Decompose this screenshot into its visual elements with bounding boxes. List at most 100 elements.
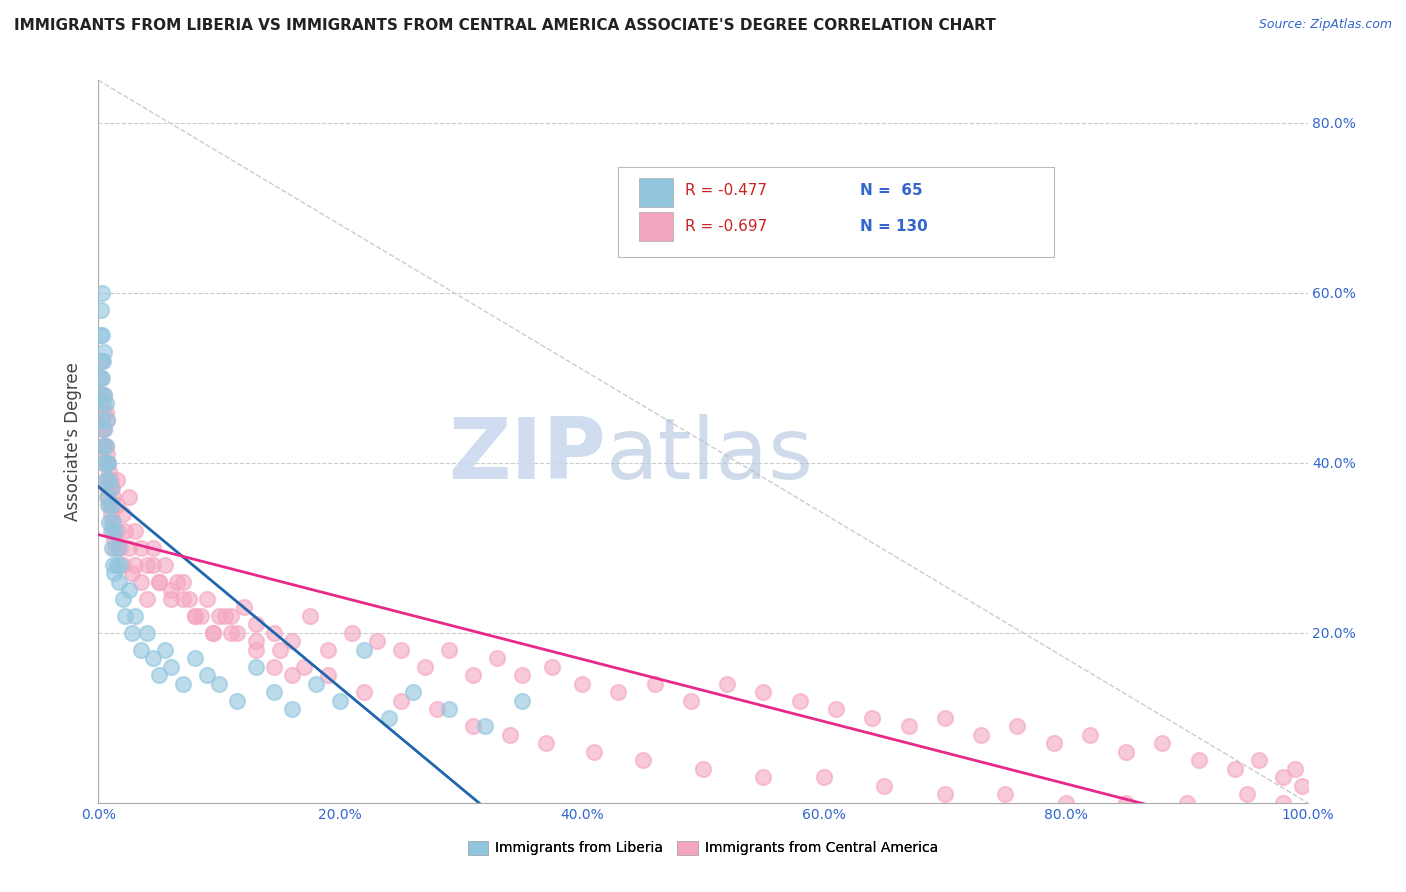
Point	[366, 634, 388, 648]
Point	[93, 345, 115, 359]
Point	[281, 668, 304, 682]
Point	[752, 770, 775, 784]
Point	[100, 516, 122, 530]
Point	[98, 473, 121, 487]
Point	[104, 541, 127, 555]
Point	[342, 625, 364, 640]
Point	[135, 625, 157, 640]
Point	[90, 353, 112, 368]
Point	[269, 642, 291, 657]
Point	[142, 651, 165, 665]
Point	[96, 413, 118, 427]
Point	[1236, 787, 1258, 801]
Point	[93, 456, 115, 470]
Point	[692, 762, 714, 776]
Point	[329, 694, 352, 708]
Text: ZIP: ZIP	[449, 415, 606, 498]
Point	[96, 413, 118, 427]
Point	[94, 473, 117, 487]
Point	[91, 388, 114, 402]
Point	[377, 711, 399, 725]
Point	[245, 617, 267, 632]
Point	[214, 608, 236, 623]
Point	[292, 660, 315, 674]
Point	[135, 591, 157, 606]
Point	[1152, 736, 1174, 750]
Point	[96, 447, 118, 461]
Point	[100, 481, 122, 495]
Point	[184, 608, 207, 623]
Legend: Immigrants from Liberia, Immigrants from Central America: Immigrants from Liberia, Immigrants from…	[463, 835, 943, 861]
Point	[103, 566, 125, 581]
Point	[98, 498, 121, 512]
Text: N = 130: N = 130	[860, 219, 928, 234]
Point	[245, 660, 267, 674]
Point	[166, 574, 188, 589]
Point	[111, 507, 134, 521]
Point	[1223, 762, 1246, 776]
Point	[631, 753, 654, 767]
Point	[221, 625, 243, 640]
Point	[101, 558, 124, 572]
Point	[96, 481, 118, 495]
Point	[160, 660, 183, 674]
Point	[91, 285, 114, 300]
Point	[142, 541, 165, 555]
Point	[90, 302, 112, 317]
Point	[105, 473, 128, 487]
Point	[94, 396, 117, 410]
Point	[100, 524, 122, 538]
Point	[98, 464, 121, 478]
Point	[1054, 796, 1077, 810]
Point	[91, 405, 114, 419]
Point	[184, 651, 207, 665]
Point	[474, 719, 496, 733]
Point	[153, 642, 176, 657]
Point	[103, 533, 125, 547]
Point	[91, 413, 114, 427]
Point	[426, 702, 449, 716]
Point	[135, 558, 157, 572]
Point	[1272, 796, 1295, 810]
FancyBboxPatch shape	[638, 211, 673, 241]
Point	[105, 558, 128, 572]
Text: N =  65: N = 65	[860, 184, 922, 198]
Point	[100, 507, 122, 521]
Point	[353, 642, 375, 657]
Point	[195, 668, 218, 682]
Point	[93, 388, 115, 402]
Point	[1078, 728, 1101, 742]
Point	[107, 524, 129, 538]
Point	[90, 405, 112, 419]
Point	[281, 702, 304, 716]
Point	[111, 591, 134, 606]
Point	[114, 524, 136, 538]
Point	[679, 694, 702, 708]
Point	[1175, 796, 1198, 810]
Point	[281, 634, 304, 648]
Point	[91, 353, 114, 368]
Point	[118, 490, 141, 504]
Point	[91, 396, 114, 410]
Point	[934, 711, 956, 725]
Point	[101, 516, 124, 530]
Point	[437, 642, 460, 657]
Point	[93, 456, 115, 470]
Text: Source: ZipAtlas.com: Source: ZipAtlas.com	[1258, 18, 1392, 31]
Point	[994, 787, 1017, 801]
Point	[389, 694, 412, 708]
Point	[1007, 719, 1029, 733]
FancyBboxPatch shape	[638, 178, 673, 207]
Point	[179, 591, 201, 606]
Point	[463, 719, 485, 733]
Point	[172, 574, 194, 589]
Point	[124, 558, 146, 572]
Point	[100, 481, 122, 495]
Point	[1249, 753, 1271, 767]
Point	[100, 541, 122, 555]
Point	[118, 541, 141, 555]
Point	[93, 388, 115, 402]
Point	[97, 498, 120, 512]
Point	[172, 677, 194, 691]
Point	[129, 541, 152, 555]
